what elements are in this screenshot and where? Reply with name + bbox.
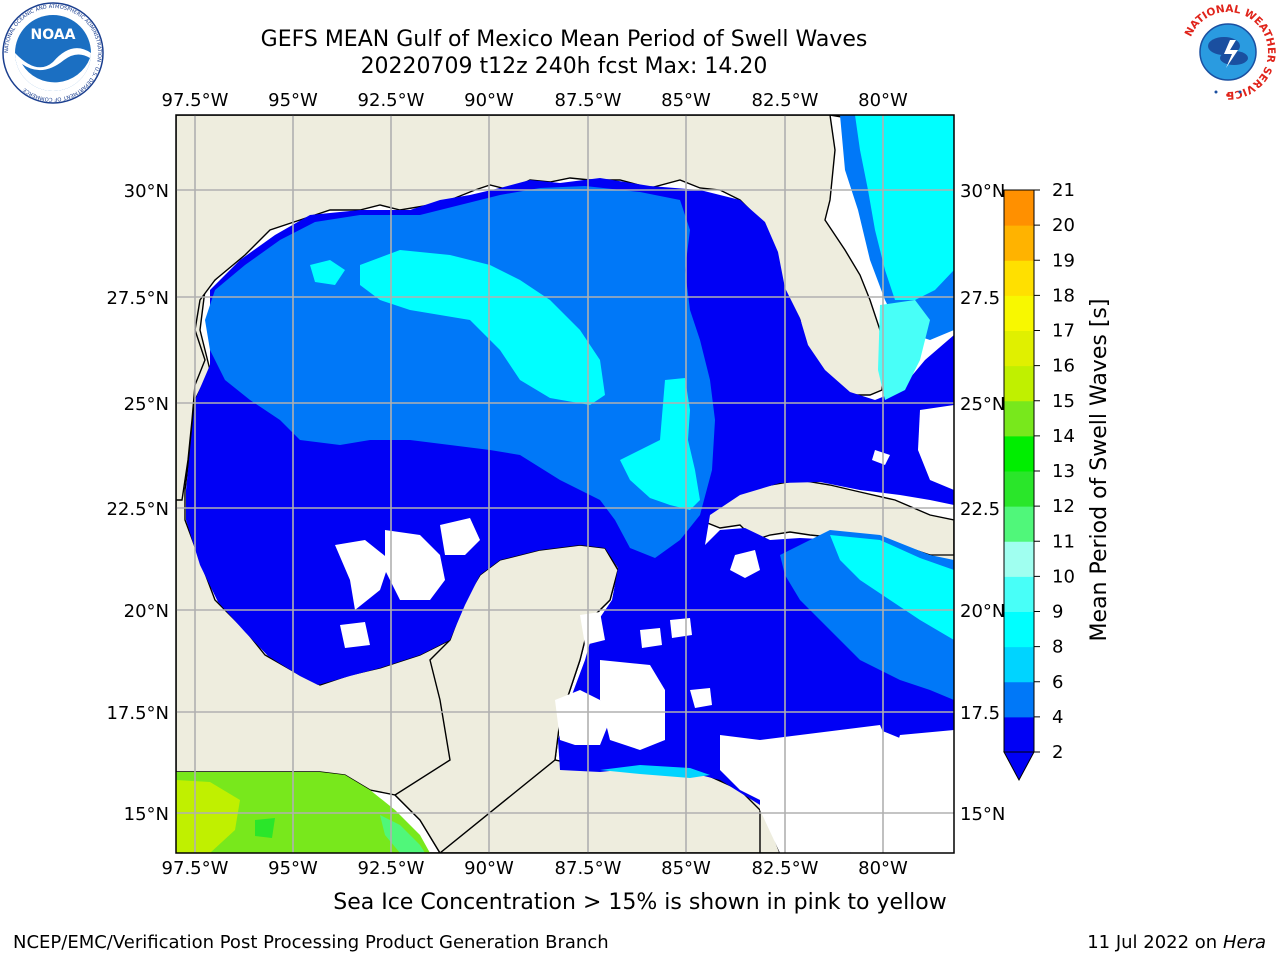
colorbar-segment: [1004, 716, 1034, 753]
colorbar-label: Mean Period of Swell Waves [s]: [1087, 299, 1112, 642]
swell-band-6-8-florida-straits: [878, 300, 930, 400]
lon-label: 92.5°W: [358, 90, 425, 111]
lat-label: 20°N: [124, 601, 169, 622]
colorbar-segment: [1004, 611, 1034, 648]
noaa-logo: NOAA NATIONAL OCEANIC AND ATMOSPHERIC AD…: [2, 2, 104, 104]
lat-label: 30°N: [124, 181, 169, 202]
colorbar-tick-label: 21: [1052, 180, 1075, 201]
lon-label: 90°W: [464, 90, 514, 111]
colorbar-tick-label: 14: [1052, 426, 1075, 447]
lat-labels-left: 30°N 27.5°N 25°N 22.5°N 20°N 17.5°N 15°N: [106, 181, 169, 825]
colorbar-tick-label: 15: [1052, 391, 1075, 412]
colorbar-segment: [1004, 506, 1034, 542]
colorbar-segment: [1004, 190, 1034, 226]
nws-logo: NATIONAL WEATHER SERVICE: [1182, 3, 1277, 101]
swell-band-6-8-honduras: [600, 765, 710, 778]
map-frame: [175, 114, 955, 854]
colorbar-tick-label: 8: [1052, 637, 1063, 658]
swell-band-6-8-loop: [620, 378, 700, 510]
lon-label: 90°W: [464, 858, 514, 879]
colorbar-segment: [1004, 646, 1034, 683]
lat-label: 17.5°N: [106, 703, 169, 724]
colorbar-segment: [1004, 365, 1034, 402]
footer-date: 11 Jul 2022 on Hera: [1087, 932, 1266, 953]
colorbar-segment: [1004, 260, 1034, 296]
lon-label: 82.5°W: [752, 858, 819, 879]
lat-label: 25°N: [960, 394, 1005, 415]
lat-label: 27.5°N: [106, 288, 169, 309]
footer-credit: NCEP/EMC/Verification Post Processing Pr…: [13, 932, 609, 953]
lon-labels-top: 97.5°W 95°W 92.5°W 90°W 87.5°W 85°W 82.5…: [162, 90, 908, 111]
lon-label: 87.5°W: [555, 90, 622, 111]
colorbar-tick-label: 6: [1052, 672, 1063, 693]
colorbar-tick-label: 11: [1052, 531, 1075, 552]
footer-date-text: 11 Jul 2022 on: [1087, 932, 1223, 953]
colorbar-tick-label: 16: [1052, 356, 1075, 377]
colorbar-tick-label: 19: [1052, 250, 1075, 271]
pacific-band-yellow: [176, 780, 240, 853]
colorbar-segment: [1004, 576, 1034, 612]
colorbar: 2 4 6 8 9 10 11 12 13 14 15 16 17 18 19 20 21: [1003, 180, 1075, 782]
sea-ice-note: Sea Ice Concentration > 15% is shown in …: [333, 890, 947, 915]
colorbar-segment: [1004, 471, 1034, 507]
lat-labels-right: 30°N 27.5 25°N 22.5 20°N 17.5 15°N: [960, 181, 1005, 825]
colorbar-segment: [1004, 435, 1034, 472]
noaa-logo-text: NOAA: [31, 27, 76, 43]
colorbar-segment: [1004, 330, 1034, 367]
missing-data: [335, 405, 954, 853]
lat-label: 25°N: [124, 394, 169, 415]
colorbar-extend-arrow: [1003, 751, 1035, 782]
swell-band-6-8-west: [310, 260, 345, 285]
swell-band-6-8-atlantic: [855, 115, 954, 300]
lat-label: 15°N: [124, 804, 169, 825]
pacific-band-bright-green: [255, 818, 275, 838]
colorbar-tick-label: 9: [1052, 602, 1063, 623]
swell-band-6-8-caribbean: [830, 535, 954, 640]
graticule: [176, 115, 954, 853]
lon-label: 95°W: [268, 90, 318, 111]
chart-title: GEFS MEAN Gulf of Mexico Mean Period of …: [260, 27, 868, 52]
lon-label: 85°W: [661, 858, 711, 879]
colorbar-tick-label: 10: [1052, 566, 1075, 587]
lon-label: 92.5°W: [358, 858, 425, 879]
colorbar-tick-label: 4: [1052, 707, 1063, 728]
lat-label: 27.5: [960, 288, 1000, 309]
lon-label: 87.5°W: [555, 858, 622, 879]
lat-label: 17.5: [960, 703, 1000, 724]
lon-label: 95°W: [268, 858, 318, 879]
swell-band-6-8-gulf: [360, 250, 605, 405]
colorbar-tick-label: 12: [1052, 496, 1075, 517]
lon-label: 80°W: [858, 858, 908, 879]
colorbar-tick-label: 17: [1052, 321, 1075, 342]
lon-labels-bottom: 97.5°W 95°W 92.5°W 90°W 87.5°W 85°W 82.5…: [162, 858, 908, 879]
lat-label: 22.5: [960, 499, 1000, 520]
lon-label: 85°W: [661, 90, 711, 111]
colorbar-segment: [1004, 295, 1034, 331]
colorbar-tick-label: 18: [1052, 285, 1075, 306]
colorbar-tick-label: 13: [1052, 461, 1075, 482]
lat-label: 30°N: [960, 181, 1005, 202]
colorbar-tick-label: 20: [1052, 215, 1075, 236]
colorbar-segment: [1004, 225, 1034, 261]
lon-label: 97.5°W: [162, 90, 229, 111]
lat-label: 15°N: [960, 804, 1005, 825]
chart-subtitle: 20220709 t12z 240h fcst Max: 14.20: [360, 54, 768, 79]
colorbar-segment: [1004, 681, 1034, 718]
lon-label: 82.5°W: [752, 90, 819, 111]
colorbar-segment: [1004, 541, 1034, 577]
lon-label: 97.5°W: [162, 858, 229, 879]
lat-label: 20°N: [960, 601, 1005, 622]
lat-label: 22.5°N: [106, 499, 169, 520]
footer-host: Hera: [1222, 932, 1266, 953]
lon-label: 80°W: [858, 90, 908, 111]
colorbar-tick-label: 2: [1052, 742, 1063, 763]
colorbar-segment: [1004, 400, 1034, 437]
